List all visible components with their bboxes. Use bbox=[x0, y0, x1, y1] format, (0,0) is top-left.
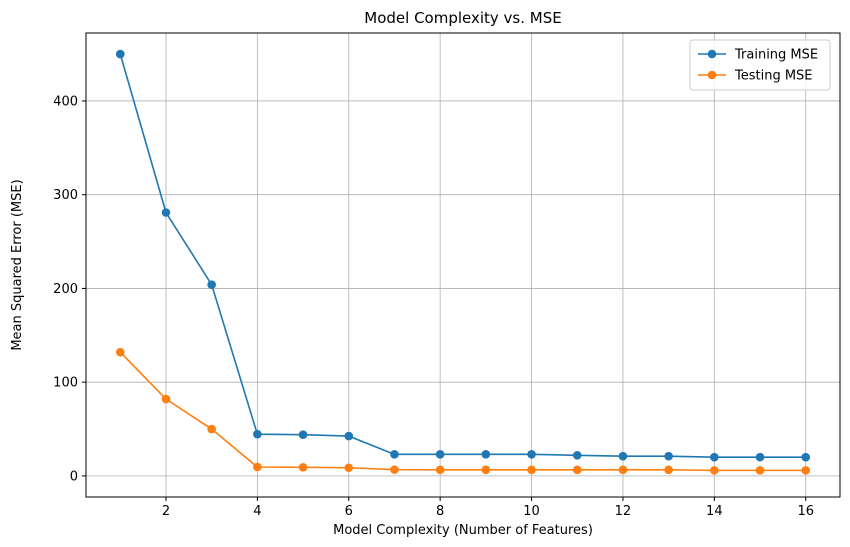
series-0 bbox=[115, 49, 811, 462]
series-line bbox=[119, 351, 806, 472]
data-point bbox=[253, 462, 262, 472]
data-point bbox=[481, 450, 491, 459]
data-point bbox=[801, 452, 811, 462]
chart-title: Model Complexity vs. MSE bbox=[364, 9, 561, 27]
legend-label: Testing MSE bbox=[734, 69, 813, 84]
y-axis: 0 100 200 300 400 bbox=[53, 94, 86, 484]
legend-box bbox=[689, 39, 831, 91]
y-tick-label: 400 bbox=[53, 94, 78, 109]
data-point bbox=[527, 450, 536, 459]
data-point bbox=[298, 462, 308, 472]
legend-label: Training MSE bbox=[734, 48, 818, 63]
data-point bbox=[390, 450, 399, 459]
x-tick-label: 8 bbox=[436, 504, 444, 519]
data-point bbox=[344, 463, 354, 473]
data-point bbox=[755, 452, 765, 462]
x-axis-label: Model Complexity (Number of Features) bbox=[333, 523, 593, 538]
x-tick-label: 10 bbox=[523, 504, 540, 519]
y-tick-label: 100 bbox=[53, 376, 78, 391]
y-tick-label: 0 bbox=[70, 469, 78, 484]
data-point bbox=[618, 451, 628, 461]
data-point bbox=[527, 465, 536, 475]
x-tick-label: 14 bbox=[706, 504, 723, 519]
data-point bbox=[161, 208, 171, 217]
data-point bbox=[161, 394, 171, 404]
y-axis-label: Mean Squared Error (MSE) bbox=[10, 179, 25, 350]
data-point bbox=[207, 280, 216, 289]
data-point bbox=[207, 424, 216, 434]
data-point bbox=[115, 49, 125, 59]
data-point bbox=[664, 465, 673, 475]
data-point bbox=[664, 451, 673, 461]
y-tick-label: 300 bbox=[53, 188, 78, 203]
data-point bbox=[572, 465, 582, 475]
x-tick-label: 16 bbox=[797, 504, 814, 519]
data-point bbox=[115, 347, 125, 357]
data-point bbox=[572, 450, 582, 460]
data-point bbox=[435, 465, 445, 475]
series-layer bbox=[115, 49, 811, 475]
data-point bbox=[344, 431, 354, 441]
data-point bbox=[481, 465, 491, 475]
plot-frame bbox=[85, 32, 841, 498]
data-point bbox=[755, 466, 765, 475]
x-tick-label: 2 bbox=[162, 504, 170, 519]
data-point bbox=[710, 452, 719, 462]
data-point bbox=[801, 466, 811, 475]
data-point bbox=[390, 465, 399, 474]
x-tick-label: 4 bbox=[253, 504, 261, 519]
data-point bbox=[435, 450, 445, 459]
legend-swatch-marker bbox=[707, 49, 717, 59]
data-point bbox=[710, 466, 719, 475]
series-line bbox=[119, 53, 806, 458]
x-tick-label: 6 bbox=[345, 504, 353, 519]
x-axis: 2 4 6 8 10 12 14 16 bbox=[162, 497, 814, 519]
legend-swatch-marker bbox=[707, 70, 717, 80]
y-tick-label: 200 bbox=[53, 282, 78, 297]
series-1 bbox=[115, 347, 811, 475]
data-point bbox=[618, 465, 628, 475]
data-point bbox=[298, 430, 308, 439]
legend: Training MSE Testing MSE bbox=[689, 39, 831, 91]
data-point bbox=[253, 429, 262, 439]
x-tick-label: 12 bbox=[615, 504, 632, 519]
